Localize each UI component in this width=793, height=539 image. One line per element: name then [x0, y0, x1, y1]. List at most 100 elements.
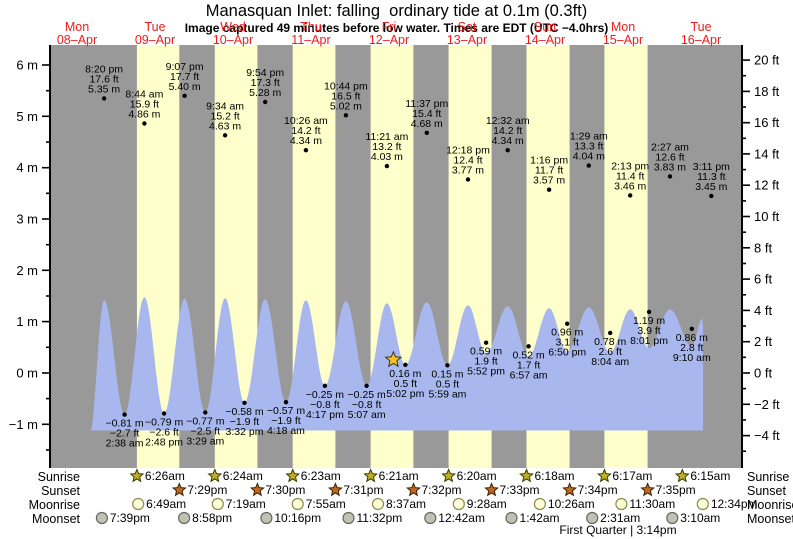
low-tide-dot — [608, 330, 613, 336]
day-label-date: 09–Apr — [135, 33, 175, 47]
moonset-icon — [95, 511, 109, 525]
right-axis-label: 20 ft — [754, 53, 780, 68]
low-tide-time: 8:04 am — [591, 356, 629, 368]
low-tide-meters: −0.25 m — [306, 389, 344, 401]
moonset-time: 10:16pm — [274, 511, 321, 525]
high-tide-meters: 3.46 m — [614, 180, 646, 192]
moonrise-time: 6:49am — [146, 497, 186, 511]
low-tide-dot — [689, 326, 694, 331]
low-tide-meters: 0.96 m — [551, 327, 583, 339]
day-label-weekday: Wed — [220, 20, 246, 34]
right-axis-label: 2 ft — [754, 334, 772, 349]
low-tide-feet: 3.1 ft — [556, 337, 579, 349]
high-tide-dot — [505, 148, 510, 153]
low-tide-meters: 0.15 m — [431, 368, 463, 380]
high-tide-feet: 11.4 ft — [616, 170, 644, 182]
current-time-star-icon — [384, 350, 403, 368]
moonset-row-label-left: Moonset — [32, 512, 80, 526]
low-tide-time: 6:57 am — [510, 369, 548, 381]
high-tide-dot — [182, 93, 187, 99]
moonrise-icon — [696, 497, 709, 511]
right-axis-label: 18 ft — [754, 84, 780, 99]
moonset-time: 8:58pm — [192, 511, 232, 525]
high-tide-dot — [142, 121, 147, 126]
moonset-icon — [260, 511, 273, 525]
sunset-time: 7:33pm — [500, 483, 540, 497]
sunrise-row-label-left: Sunrise — [38, 470, 80, 484]
high-tide-dot — [465, 177, 471, 182]
sunrise-icon — [596, 468, 612, 483]
low-tide-feet: 1.9 ft — [474, 356, 497, 368]
sunset-time: 7:30pm — [265, 483, 305, 497]
right-axis-label: 0 ft — [754, 366, 772, 381]
sunrise-icon — [441, 468, 457, 483]
low-tide-time: 2:38 am — [106, 438, 144, 450]
high-tide-meters: 4.34 m — [290, 135, 322, 147]
day-label-weekday: Tue — [690, 20, 711, 34]
low-tide-time: 4:18 am — [267, 425, 305, 437]
high-tide-dot — [546, 187, 552, 192]
high-tide-meters: 4.04 m — [573, 151, 605, 163]
low-tide-time: 2:48 pm — [145, 437, 183, 449]
day-label-weekday: Tue — [144, 20, 165, 34]
day-label-date: 14–Apr — [525, 33, 565, 47]
moonset-icon — [424, 511, 437, 525]
low-tide-feet: 0.5 ft — [436, 378, 459, 390]
high-tide-dot — [303, 148, 309, 153]
sunset-row-label-right: Sunset — [747, 484, 786, 498]
high-tide-meters: 4.63 m — [209, 120, 241, 132]
day-label-date: 16–Apr — [681, 33, 721, 47]
high-tide-time: 3:11 pm — [693, 161, 730, 173]
high-tide-feet: 13.3 ft — [574, 141, 603, 153]
high-tide-feet: 11.7 ft — [535, 165, 563, 177]
low-tide-dot — [322, 383, 328, 388]
high-tide-time: 11:37 pm — [405, 98, 448, 110]
moonset-time: 7:39pm — [110, 511, 150, 525]
low-tide-feet: −2.5 ft — [191, 426, 221, 438]
sunrise-time: 6:21am — [379, 469, 419, 483]
low-tide-time: 3:29 am — [186, 436, 224, 448]
high-tide-time: 1:29 am — [570, 131, 608, 143]
high-tide-feet: 16.5 ft — [331, 90, 360, 102]
left-axis-label: 3 m — [16, 212, 38, 227]
high-tide-feet: 17.3 ft — [251, 77, 280, 89]
sunset-time: 7:35pm — [656, 483, 696, 497]
low-tide-dot — [242, 400, 247, 405]
high-tide-feet: 14.2 ft — [493, 125, 522, 137]
moonrise-row-label-left: Moonrise — [29, 498, 80, 512]
low-tide-feet: 2.6 ft — [599, 346, 622, 358]
sunset-icon — [249, 482, 265, 497]
high-tide-feet: 17.6 ft — [89, 73, 118, 85]
moonrise-time: 8:37am — [386, 497, 426, 511]
moonset-time: 3:10am — [680, 511, 720, 525]
low-tide-feet: −1.9 ft — [230, 416, 260, 428]
moonset-time: 12:42am — [438, 511, 485, 525]
low-tide-meters: 0.59 m — [470, 346, 502, 358]
right-axis-label: −2 ft — [754, 397, 780, 412]
day-label-weekday: Mon — [65, 20, 89, 34]
right-axis-label: 6 ft — [754, 272, 772, 287]
low-tide-meters: 0.78 m — [594, 336, 626, 348]
low-tide-feet: −2.6 ft — [149, 427, 179, 439]
moonrise-icon — [132, 497, 145, 511]
sunset-icon — [484, 482, 499, 497]
high-tide-feet: 11.3 ft — [697, 171, 725, 183]
left-axis-label: 5 m — [16, 109, 38, 124]
high-tide-dot — [667, 174, 673, 179]
low-tide-feet: 0.5 ft — [394, 378, 417, 390]
low-tide-time: 5:02 pm — [386, 388, 424, 400]
low-tide-meters: 1.19 m — [633, 315, 665, 327]
day-label-date: 15–Apr — [603, 33, 643, 47]
moonrise-icon — [615, 497, 628, 511]
day-label-weekday: Fri — [382, 20, 397, 34]
low-tide-dot — [122, 412, 127, 417]
sunset-icon — [171, 482, 187, 497]
sunrise-icon — [285, 468, 301, 483]
high-tide-dot — [709, 193, 714, 199]
day-label-weekday: Mon — [611, 20, 635, 34]
low-tide-time: 3:32 pm — [226, 426, 264, 438]
low-tide-feet: 3.9 ft — [637, 325, 660, 337]
high-tide-feet: 15.2 ft — [210, 110, 239, 122]
